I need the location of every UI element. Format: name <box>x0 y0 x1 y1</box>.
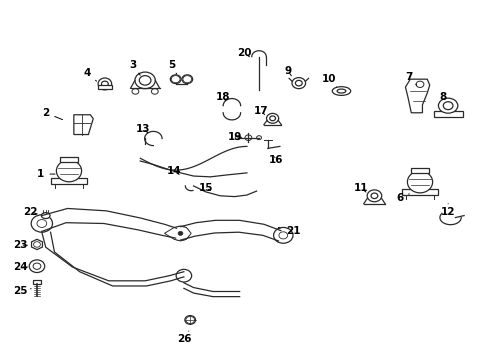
Bar <box>433 111 462 117</box>
Ellipse shape <box>182 75 192 84</box>
Text: 10: 10 <box>322 74 336 87</box>
Text: 7: 7 <box>405 72 416 85</box>
Ellipse shape <box>438 98 457 113</box>
Text: 1: 1 <box>37 169 55 179</box>
Circle shape <box>273 228 292 243</box>
Ellipse shape <box>184 316 195 324</box>
Text: 3: 3 <box>129 60 140 75</box>
Circle shape <box>176 230 184 237</box>
Ellipse shape <box>170 75 181 84</box>
Ellipse shape <box>366 190 381 202</box>
Polygon shape <box>164 226 191 241</box>
Text: 26: 26 <box>176 331 191 344</box>
Text: 14: 14 <box>166 166 181 176</box>
Bar <box>60 157 78 162</box>
Ellipse shape <box>56 160 81 182</box>
Circle shape <box>278 232 287 239</box>
Circle shape <box>29 260 45 273</box>
Circle shape <box>34 242 41 247</box>
Circle shape <box>178 231 183 235</box>
Circle shape <box>256 136 261 140</box>
Text: 17: 17 <box>254 106 268 116</box>
Ellipse shape <box>443 102 452 110</box>
Text: 13: 13 <box>135 123 150 134</box>
Bar <box>98 85 111 89</box>
Circle shape <box>171 76 180 83</box>
Text: 22: 22 <box>23 207 38 217</box>
Circle shape <box>185 316 194 324</box>
Polygon shape <box>405 79 429 113</box>
Text: 12: 12 <box>440 204 454 217</box>
Ellipse shape <box>135 72 155 89</box>
Bar <box>33 280 41 284</box>
Text: 25: 25 <box>13 286 31 296</box>
Circle shape <box>176 269 191 282</box>
Text: 24: 24 <box>13 262 28 272</box>
Circle shape <box>151 89 158 94</box>
Ellipse shape <box>336 89 345 93</box>
Bar <box>50 178 87 184</box>
Bar <box>401 189 438 195</box>
Text: 11: 11 <box>353 183 367 193</box>
Circle shape <box>235 136 240 140</box>
Text: 23: 23 <box>13 240 28 250</box>
Ellipse shape <box>370 193 377 199</box>
Ellipse shape <box>98 78 111 90</box>
Ellipse shape <box>295 80 302 86</box>
Ellipse shape <box>269 116 275 121</box>
Ellipse shape <box>331 87 350 95</box>
Circle shape <box>171 226 189 240</box>
Text: 2: 2 <box>42 108 62 120</box>
Text: 20: 20 <box>237 49 251 58</box>
Text: 6: 6 <box>395 193 408 203</box>
Bar <box>410 168 428 173</box>
Circle shape <box>244 135 251 140</box>
Polygon shape <box>31 239 42 249</box>
Circle shape <box>183 76 191 83</box>
Ellipse shape <box>102 81 108 87</box>
Ellipse shape <box>41 213 50 219</box>
Ellipse shape <box>266 113 278 123</box>
Circle shape <box>31 215 52 232</box>
Ellipse shape <box>139 76 151 85</box>
Text: 15: 15 <box>198 183 213 193</box>
Text: 18: 18 <box>215 92 229 102</box>
Text: 16: 16 <box>268 155 283 165</box>
Ellipse shape <box>291 78 305 89</box>
Text: 9: 9 <box>284 66 291 76</box>
Circle shape <box>37 220 46 228</box>
Text: 19: 19 <box>227 131 242 141</box>
Text: 4: 4 <box>83 68 97 81</box>
Text: 21: 21 <box>278 226 300 237</box>
Ellipse shape <box>407 171 432 193</box>
Text: 8: 8 <box>438 92 446 105</box>
Circle shape <box>415 81 423 87</box>
Polygon shape <box>74 115 93 135</box>
Circle shape <box>132 89 139 94</box>
Circle shape <box>33 263 41 269</box>
Text: 5: 5 <box>168 60 176 74</box>
